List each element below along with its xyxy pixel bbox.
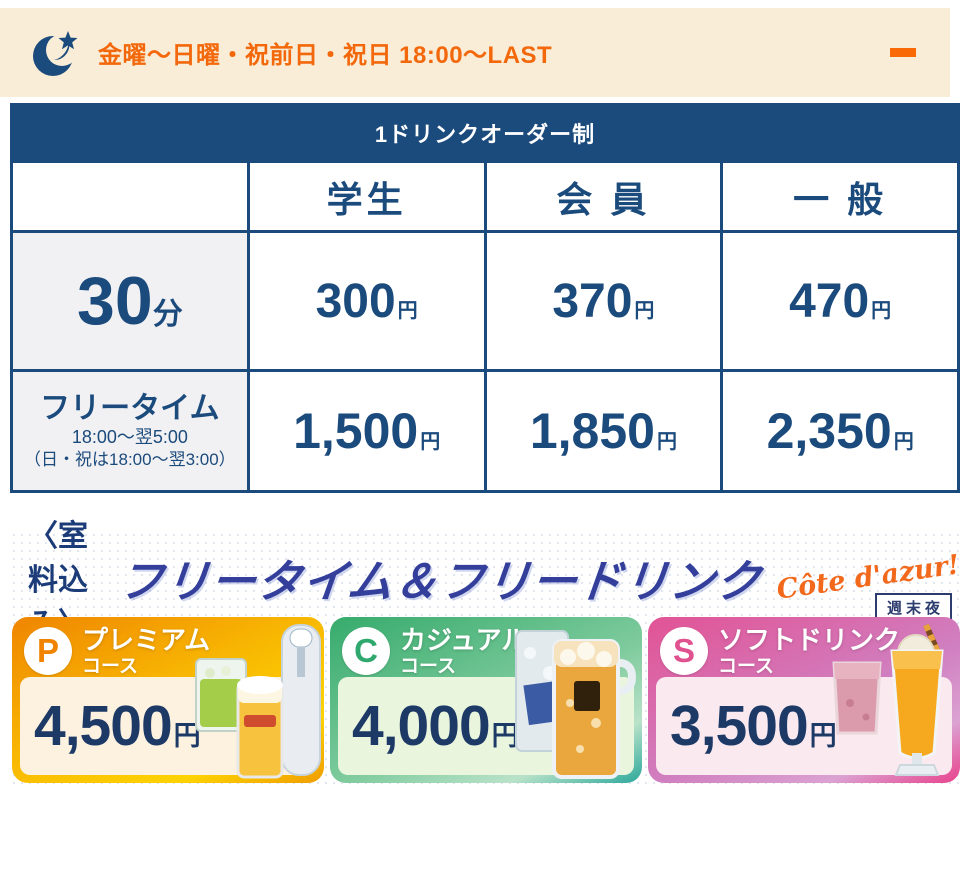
course-name: ソフトドリンク xyxy=(718,625,901,655)
casual-course-card[interactable]: C カジュアル コース 4,000 円 xyxy=(330,617,642,783)
yen-unit: 円 xyxy=(809,721,837,751)
price-30-member: 370 xyxy=(552,274,633,328)
price-free-general: 2,350 xyxy=(766,403,892,459)
softdrink-price: 3,500 xyxy=(670,694,809,758)
table-row-freetime: フリータイム 18:00〜翌5:00 （日・祝は18:00〜翌3:00） 1,5… xyxy=(13,369,957,490)
price-30-general: 470 xyxy=(789,274,870,328)
yen-unit: 円 xyxy=(491,721,519,751)
beer-drinks-illustration xyxy=(195,624,321,779)
yen-unit: 円 xyxy=(634,299,655,322)
softdrink-course-card[interactable]: S ソフトドリンク コース 3,500 円 xyxy=(648,617,960,783)
premium-badge-icon: P xyxy=(24,627,72,675)
yen-unit: 円 xyxy=(893,431,914,453)
course-name: カジュアル xyxy=(400,625,528,655)
header-cell-empty xyxy=(13,163,247,230)
freetime-note: （日・祝は18:00〜翌3:00） xyxy=(24,449,236,469)
price-cell: 300 円 xyxy=(246,233,484,369)
course-suffix: コース xyxy=(400,656,457,678)
yen-unit: 円 xyxy=(871,299,892,322)
highball-drinks-illustration xyxy=(515,630,637,779)
price-30-student: 300 xyxy=(315,274,396,328)
table-row-30min: 30 分 300 円 370 円 470 円 xyxy=(13,230,957,369)
plans-section: 〈室料込み〉 フリータイム＆フリードリンク Côte d'azur! 週末夜 P… xyxy=(10,520,961,787)
collapse-minus-icon[interactable] xyxy=(890,48,916,57)
yen-unit: 円 xyxy=(420,431,441,453)
price-cell: 1,850 円 xyxy=(483,372,721,490)
yen-unit: 円 xyxy=(397,299,418,322)
price-cell: 470 円 xyxy=(720,233,957,369)
course-name: プレミアム xyxy=(82,625,211,655)
casual-price: 4,000 xyxy=(352,694,491,758)
pricing-table: 1ドリンクオーダー制 学生 会 員 一 般 30 分 300 円 370 円 470 円 xyxy=(10,103,960,493)
schedule-accordion-header[interactable]: 金曜〜日曜・祝前日・祝日 18:00〜LAST xyxy=(0,8,950,97)
moon-star-icon xyxy=(28,25,84,81)
price-free-member: 1,850 xyxy=(529,403,655,459)
softdrink-badge-icon: S xyxy=(660,627,708,675)
course-cards: P プレミアム コース 4,500 円 xyxy=(12,617,960,783)
table-header-row: 学生 会 員 一 般 xyxy=(13,160,957,230)
row-label-freetime: フリータイム 18:00〜翌5:00 （日・祝は18:00〜翌3:00） xyxy=(13,372,247,490)
header-cell-student: 学生 xyxy=(246,163,484,230)
price-cell: 2,350 円 xyxy=(720,372,957,490)
softdrink-illustration xyxy=(832,623,944,776)
row-30-number: 30 xyxy=(77,263,153,339)
header-cell-general: 一 般 xyxy=(720,163,957,230)
row-label-30min: 30 分 xyxy=(13,233,247,369)
course-suffix: コース xyxy=(718,656,775,678)
yen-unit: 円 xyxy=(656,431,677,453)
premium-course-card[interactable]: P プレミアム コース 4,500 円 xyxy=(12,617,324,783)
premium-price: 4,500 xyxy=(34,694,173,758)
schedule-title: 金曜〜日曜・祝前日・祝日 18:00〜LAST xyxy=(98,42,553,69)
freetime-hours: 18:00〜翌5:00 xyxy=(71,427,188,448)
plans-title: フリータイム＆フリードリンク xyxy=(115,555,765,607)
price-cell: 1,500 円 xyxy=(246,372,484,490)
casual-badge-icon: C xyxy=(342,627,390,675)
course-suffix: コース xyxy=(82,656,139,678)
price-cell: 370 円 xyxy=(483,233,721,369)
plans-heading: 〈室料込み〉 フリータイム＆フリードリンク Côte d'azur! xyxy=(28,520,961,641)
price-free-student: 1,500 xyxy=(293,403,419,459)
freetime-label: フリータイム xyxy=(40,391,220,425)
table-title: 1ドリンクオーダー制 xyxy=(13,106,957,160)
row-30-unit: 分 xyxy=(152,298,183,331)
header-cell-member: 会 員 xyxy=(483,163,721,230)
